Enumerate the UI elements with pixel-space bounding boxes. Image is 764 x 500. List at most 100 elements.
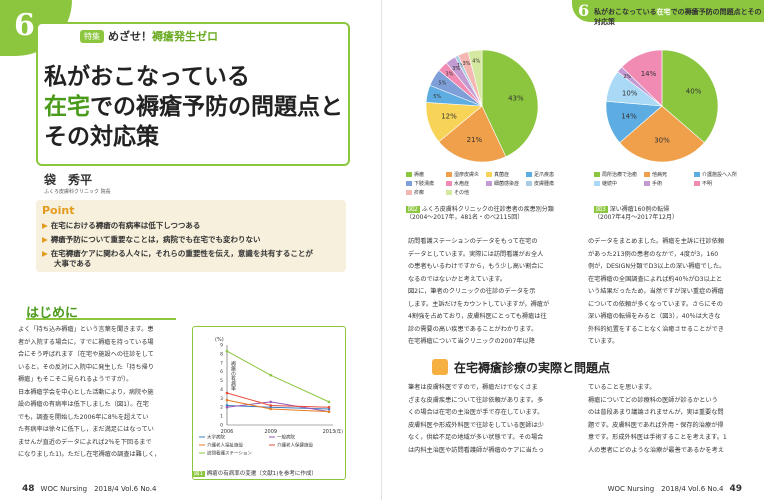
y-tick-label: 6 [220,369,223,375]
legend-label: その他 [454,190,470,196]
y-tick-label: 4 [220,387,223,393]
legend-swatch [406,190,412,195]
slice-label: 3% [446,72,454,78]
legend-label: 手術 [652,181,663,187]
legend-entry: 下肢潰瘍 [406,180,446,187]
y-tick-label: 0 [220,423,223,429]
legend-entry: 手術 [644,180,694,187]
legend-entry: 不明 [694,180,744,187]
legend-label: 湿疹皮膚炎 [454,172,480,178]
triangle-bullet-icon: ▶ [42,249,48,258]
body-line: 深い褥瘡の転帰をみると（図3），40％は大きな [588,313,721,320]
y-tick-label: 7 [220,360,223,366]
body-line: があった213例の患者のなかで，4度が3，160 [588,250,719,258]
author-affiliation: ふくろ皮膚科クリニック 院長 [44,189,111,195]
body-line: 褥瘡」もそこそこ見られるようですが）。 [18,376,133,383]
title-line-1: 私がおこなっている [44,64,250,90]
slice-label: 3% [452,66,460,72]
pie-slice [438,105,507,163]
y-tick-label: 9 [220,343,223,349]
legend-swatch [694,181,700,186]
body-line: 設の褥瘡の有病率は低下しました（図1）。在宅 [18,401,149,408]
legend-label: 下肢潰瘍 [414,181,435,187]
point-title: Point [42,204,75,217]
body-line: についての依頼が多くなっています。さらにその [588,300,723,308]
body-line: 在宅褥瘡の全国調査によれば約40％がD3以上と [588,275,723,283]
figure2-caption-line1: ふくろ皮膚科クリニックの往診患者の疾患別分類 [421,206,554,213]
data-point [225,404,229,407]
legend-swatch [644,172,650,177]
legend-entry: 継続中 [594,180,644,187]
body-line: なく，供給不足の地域が多い状態です。その場合 [408,434,544,441]
figure3-caption-line2: （2007年4月～2017年12月） [594,214,678,221]
legend-label: 訪問看護ステーション [207,450,252,457]
pie-slice [467,49,483,107]
legend-entry: 局所治療で治癒 [594,171,644,178]
legend-entry: 細菌感染症 [486,180,526,187]
title-line-2: 在宅での褥瘡予防の問題点と [44,92,343,122]
legend-label: 大学病院 [207,434,225,441]
figure1-number: 図1 [192,471,205,477]
data-point [269,404,273,407]
slice-label: 5% [433,94,441,100]
title-highlight: 在宅 [44,94,90,120]
body-line: いると，その反対に入院中に発生した「持ち帰り [18,363,154,371]
body-line: 皮膚科医や形成外科医で往診をしている医師は少 [408,421,544,429]
body-line: 褥瘡についてどの診療科の医師が診るかという [588,396,718,404]
pie-slice [661,49,719,144]
body-line: なるのではないかと考えています。 [408,275,507,283]
y-tick-label: 8 [220,351,223,357]
figure3-pie-chart: 40% 30% 14% 10% 2% 14% [605,49,719,163]
title-line-3: その対応策 [44,124,159,150]
legend-entry: 皮膚腫瘍 [526,180,566,187]
legend-swatch [406,181,412,186]
legend-entry: 褥瘡 [406,171,446,178]
figure3-caption-line1: 深い褥瘡160例の転帰 [609,206,670,213]
legend-swatch [694,172,700,177]
legend-label: 一般病院 [277,434,295,441]
legend-label: 介護老人福祉施設 [207,442,243,449]
running-header-highlight: 在宅 [656,8,671,16]
title-line-2-rest: での褥瘡予防の問題点と [90,94,343,120]
legend-swatch [486,181,492,186]
legend-swatch [406,172,412,177]
data-point [269,373,273,377]
y-tick-label: 5 [220,378,223,384]
legend-swatch [486,172,492,177]
body-line: ませんが直近のデータによれば2％を下回るまで [18,438,152,446]
figure1-caption-text: 褥瘡の有病率の変遷（文献1)を参考に作成） [206,471,317,477]
figure2-legend: 褥瘡 湿疹皮膚炎 真菌症 足爪疾患下肢潰瘍 水疱症 細菌感染症 皮膚腫瘍疥癬 その他 [406,171,566,198]
body-line: 合にそう呼ばれます（在宅や施設への往診をして [18,351,154,358]
legend-entry: その他 [446,189,486,196]
data-point [269,400,273,404]
legend-swatch [446,181,452,186]
data-point [269,407,273,411]
legend-label: 不明 [702,181,713,187]
slice-label: 3% [462,61,470,67]
body-line: のデータをまとめました。褥瘡を主訴に往診依頼 [588,238,725,245]
y-unit-label: (%) [215,337,224,343]
article-title: 私がおこなっている 在宅での褥瘡予防の問題点と その対応策 [44,62,343,152]
body-line: 者が入院する場合に，すでに褥瘡を持っている場 [18,338,154,346]
point-item-text: 在宅褥瘡ケアに関わる人々に，それらの重要性を伝え，意識を共有することが [50,249,313,258]
body-line: 意です。形成外科医は手術することを考えます。1 [588,434,727,441]
running-header-prefix: 私がおこなっている [594,8,657,16]
body-line: ざまな皮膚疾患について往診依頼があります。多 [408,396,544,404]
slice-label: 2% [623,74,631,80]
x-tick-label: 2009 [264,429,277,435]
feature-tag-text: めざせ！褥瘡発生ゼロ [108,28,218,44]
legend-swatch [526,172,532,177]
data-point [225,398,229,402]
legend-entry: 他病死 [644,171,694,178]
data-point [269,405,273,409]
body-line: 人の患者にどのような治療が最善であるかを考え [588,446,725,454]
body-line: 図2に，筆者のクリニックの往診のデータを示 [408,288,536,295]
y-tick-label: 1 [220,414,223,420]
point-item-continued: 大事である [54,259,92,268]
legend-entry: 足爪疾患 [526,171,566,178]
section-underline [26,318,176,320]
intro-body-text: よく「持ち込み褥瘡」という言葉を聞きます。患 者が入院する場合に，すでに褥瘡を持っ… [18,324,186,462]
body-line: 題です。皮膚科医であれば外用・保存的治療が得 [588,421,724,429]
slice-label: 30% [654,137,670,145]
section-title: はじめに [26,306,79,321]
